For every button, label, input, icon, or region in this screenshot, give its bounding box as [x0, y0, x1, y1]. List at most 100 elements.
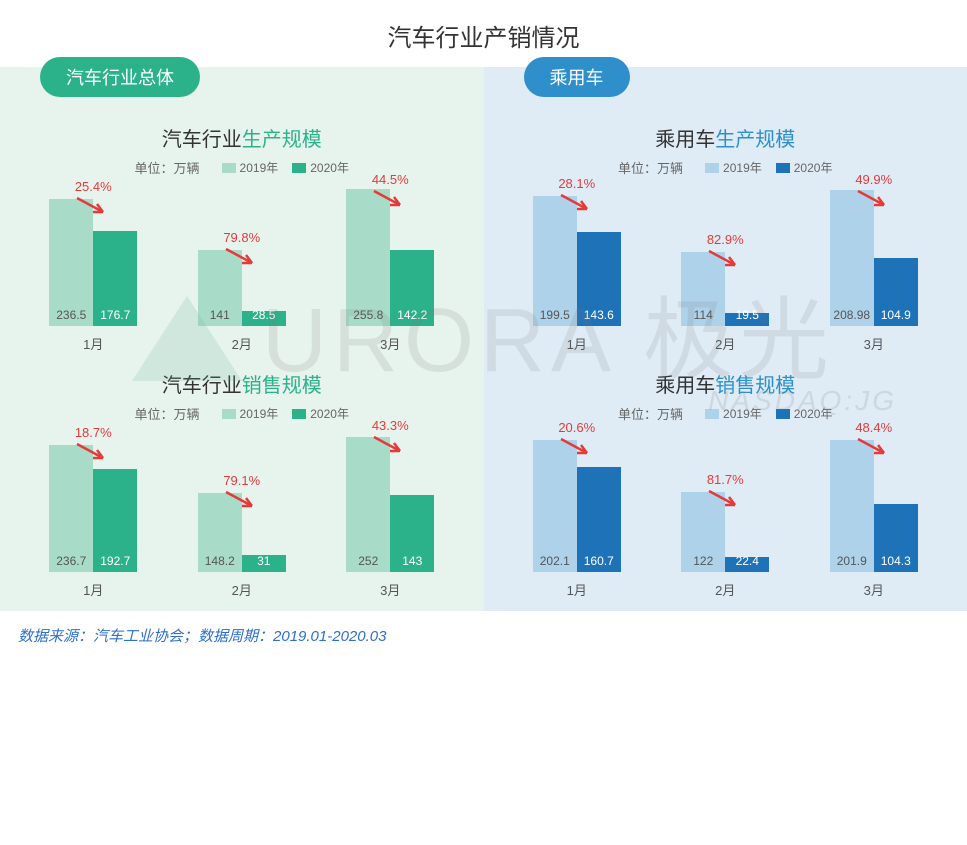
- bar-2020: 22.4: [725, 557, 769, 572]
- down-arrow-icon: [73, 440, 113, 464]
- chart-title-accent: 生产规模: [242, 129, 322, 151]
- bar-value-label: 122: [693, 554, 713, 568]
- legend-item-2019: 2019年: [222, 405, 279, 422]
- bar-2020: 142.2: [390, 250, 434, 326]
- pct-label: 43.3%: [372, 418, 409, 433]
- bar-2019: 201.9: [830, 440, 874, 572]
- bars-wrap: 199.5 143.6 28.1%: [518, 176, 637, 326]
- legend: 2019年 2020年: [222, 405, 349, 422]
- bar-2020: 143.6: [577, 232, 621, 326]
- bar-value-label: 252: [358, 554, 378, 568]
- bar-2020: 160.7: [577, 467, 621, 572]
- pct-label: 79.1%: [223, 473, 260, 488]
- data-source-footer: 数据来源：汽车工业协会；数据周期：2019.01-2020.03: [0, 611, 967, 664]
- bars-wrap: 201.9 104.3 48.4%: [815, 422, 934, 572]
- legend-item-2020: 2020年: [292, 159, 349, 176]
- down-arrow-icon: [705, 487, 745, 511]
- chart-title-prefix: 汽车行业: [162, 375, 242, 397]
- legend-label: 2020年: [310, 159, 349, 176]
- bar-2020: 19.5: [725, 313, 769, 326]
- bar-2019: 236.5: [49, 199, 93, 326]
- bars-wrap: 202.1160.720.6%: [518, 422, 637, 572]
- bar-group: 201.9104.348.4% 3月: [815, 422, 934, 599]
- bar-value-label: 28.5: [252, 308, 275, 322]
- x-axis-label: 3月: [380, 334, 400, 353]
- unit-label: 单位：万辆: [135, 404, 200, 423]
- bars-wrap: 14128.579.8%: [183, 176, 302, 326]
- down-arrow-icon: [73, 194, 113, 218]
- x-axis-label: 2月: [232, 580, 252, 599]
- bar-value-label: 208.98: [833, 308, 870, 322]
- down-arrow-icon: [705, 247, 745, 271]
- x-axis-label: 1月: [83, 580, 103, 599]
- bar-plot: 199.5143.628.1% 1月11419.582.9% 2月208.981…: [508, 183, 944, 353]
- bar-value-label: 160.7: [584, 554, 614, 568]
- bar-value-label: 19.5: [736, 308, 759, 322]
- legend-label: 2020年: [794, 159, 833, 176]
- pct-label: 81.7%: [707, 472, 744, 487]
- bars-wrap: 122 22.4 81.7%: [666, 422, 785, 572]
- bar-2020: 31: [242, 555, 286, 572]
- legend-swatch: [705, 163, 719, 173]
- legend-item-2020: 2020年: [776, 405, 833, 422]
- legend-item-2019: 2019年: [705, 159, 762, 176]
- down-arrow-icon: [370, 433, 410, 457]
- legend-swatch: [292, 409, 306, 419]
- section-pill: 汽车行业总体: [40, 57, 200, 97]
- x-axis-label: 3月: [380, 580, 400, 599]
- bar-group: 199.5143.628.1% 1月: [518, 176, 637, 353]
- column-right: 乘用车乘用车生产规模 单位：万辆 2019年 2020年 199.5143.62…: [484, 67, 967, 611]
- legend-swatch: [222, 409, 236, 419]
- bars-wrap: 208.98104.949.9%: [815, 176, 934, 326]
- pct-annotation: 43.3%: [370, 418, 410, 457]
- legend-label: 2019年: [723, 159, 762, 176]
- bar-2019: 252: [346, 437, 390, 572]
- bars-wrap: 25214343.3%: [331, 422, 450, 572]
- bar-group: 202.1160.720.6% 1月: [518, 422, 637, 599]
- bar-2020: 192.7: [93, 469, 137, 572]
- footer-source: 汽车工业协会；数据周期：2019.01-2020.03: [93, 628, 386, 645]
- page: 汽车行业产销情况 汽车行业总体汽车行业生产规模 单位：万辆 2019年 2020…: [0, 0, 967, 664]
- bar-2020: 104.9: [874, 258, 918, 326]
- down-arrow-icon: [557, 191, 597, 215]
- bar-group: 208.98104.949.9% 3月: [815, 176, 934, 353]
- pct-label: 18.7%: [75, 425, 112, 440]
- pct-annotation: 18.7%: [73, 425, 113, 464]
- columns: 汽车行业总体汽车行业生产规模 单位：万辆 2019年 2020年 236.517…: [0, 67, 967, 611]
- bar-2019: 236.7: [49, 445, 93, 572]
- bar-group: 25214343.3% 3月: [331, 422, 450, 599]
- x-axis-label: 2月: [232, 334, 252, 353]
- pct-annotation: 48.4%: [854, 420, 894, 459]
- chart-block: 乘用车生产规模 单位：万辆 2019年 2020年 199.5143.628.1…: [484, 107, 967, 353]
- pct-annotation: 28.1%: [557, 176, 597, 215]
- bar-group: 236.5176.725.4% 1月: [34, 176, 153, 353]
- pct-annotation: 81.7%: [705, 472, 745, 511]
- bar-group: 11419.582.9% 2月: [666, 176, 785, 353]
- legend-label: 2020年: [310, 405, 349, 422]
- legend-swatch: [292, 163, 306, 173]
- down-arrow-icon: [222, 488, 262, 512]
- bars-wrap: 255.8142.244.5%: [331, 176, 450, 326]
- legend-item-2020: 2020年: [292, 405, 349, 422]
- x-axis-label: 1月: [567, 580, 587, 599]
- pct-annotation: 79.1%: [222, 473, 262, 512]
- pct-label: 44.5%: [372, 172, 409, 187]
- pct-annotation: 82.9%: [705, 232, 745, 271]
- bars-wrap: 11419.582.9%: [666, 176, 785, 326]
- chart-title: 汽车行业销售规模: [24, 369, 460, 398]
- bar-value-label: 176.7: [100, 308, 130, 322]
- legend-label: 2019年: [240, 159, 279, 176]
- legend-item-2019: 2019年: [222, 159, 279, 176]
- bar-value-label: 104.3: [881, 554, 911, 568]
- legend: 2019年 2020年: [222, 159, 349, 176]
- pct-label: 49.9%: [855, 172, 892, 187]
- bar-value-label: 199.5: [540, 308, 570, 322]
- bar-value-label: 142.2: [397, 308, 427, 322]
- pct-label: 28.1%: [558, 176, 595, 191]
- bar-group: 12222.481.7% 2月: [666, 422, 785, 599]
- bar-group: 14128.579.8% 2月: [183, 176, 302, 353]
- bars-wrap: 236.5176.725.4%: [34, 176, 153, 326]
- chart-block: 汽车行业生产规模 单位：万辆 2019年 2020年 236.5176.725.…: [0, 107, 484, 353]
- chart-block: 汽车行业销售规模 单位：万辆 2019年 2020年 236.7192.7 18.…: [0, 353, 484, 599]
- legend: 2019年 2020年: [705, 159, 832, 176]
